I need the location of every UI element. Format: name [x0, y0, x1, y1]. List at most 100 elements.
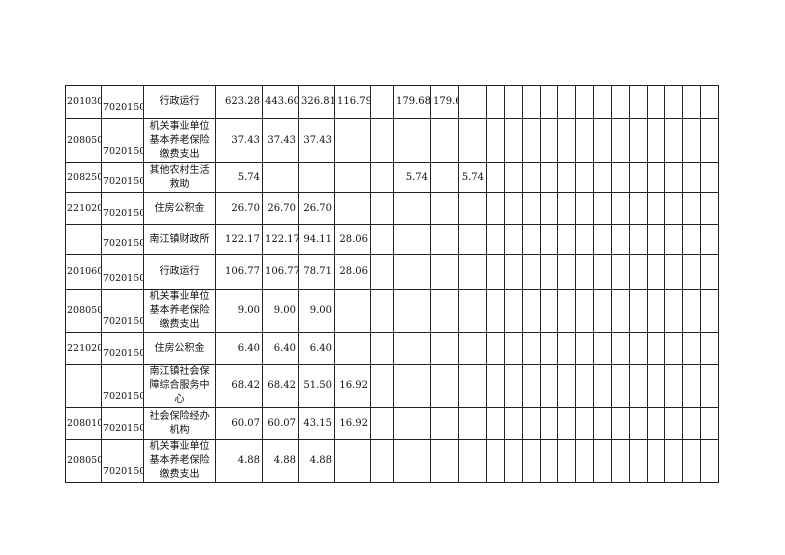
amount-cell [503, 224, 523, 255]
amount-cell [646, 162, 666, 193]
amount-cell: 28.06 [334, 224, 371, 255]
amount-cell [521, 254, 541, 290]
amount-cell [539, 162, 559, 193]
amount-cell [682, 254, 702, 290]
amount-cell [593, 254, 612, 290]
amount-cell [539, 439, 559, 483]
amount-cell [682, 224, 702, 255]
amount-cell [430, 332, 459, 365]
unit-code: 702015002 [101, 332, 144, 365]
table-row: 2210201702015002住房公积金6.406.406.40 [65, 332, 719, 365]
item-name: 机关事业单位基本养老保险缴费支出 [143, 289, 216, 333]
amount-cell [430, 192, 459, 225]
amount-cell [370, 85, 394, 119]
item-name: 住房公积金 [143, 332, 216, 365]
amount-cell [664, 192, 684, 225]
amount-cell [682, 192, 702, 225]
amount-cell [557, 364, 577, 408]
table-row: 702015003南江镇社会保障综合服务中心68.4268.4251.5016.… [65, 364, 719, 408]
amount-cell [458, 439, 487, 483]
amount-cell [700, 364, 719, 408]
amount-cell [393, 224, 431, 255]
amount-cell [575, 85, 595, 119]
amount-cell [298, 162, 335, 193]
amount-cell: 106.77 [215, 254, 263, 290]
amount-cell [393, 254, 431, 290]
amount-cell: 5.74 [393, 162, 431, 193]
subject-code: 2080109 [65, 407, 102, 440]
amount-cell [458, 254, 487, 290]
amount-cell: 60.07 [215, 407, 263, 440]
amount-cell: 4.88 [262, 439, 299, 483]
amount-cell [393, 192, 431, 225]
amount-cell [593, 332, 612, 365]
amount-cell [486, 439, 505, 483]
amount-cell [458, 364, 487, 408]
amount-cell [610, 332, 630, 365]
subject-code: 2080505 [65, 289, 102, 333]
amount-cell [430, 364, 459, 408]
amount-cell: 26.70 [298, 192, 335, 225]
amount-cell [486, 289, 505, 333]
amount-cell [664, 224, 684, 255]
amount-cell [557, 254, 577, 290]
amount-cell [593, 407, 612, 440]
subject-code: 2080505 [65, 439, 102, 483]
amount-cell [575, 439, 595, 483]
amount-cell [503, 254, 523, 290]
amount-cell [370, 439, 394, 483]
amount-cell [628, 289, 648, 333]
amount-cell [628, 85, 648, 119]
amount-cell [682, 407, 702, 440]
amount-cell [646, 439, 666, 483]
amount-cell [610, 118, 630, 163]
amount-cell [664, 254, 684, 290]
amount-cell [593, 224, 612, 255]
amount-cell [682, 332, 702, 365]
amount-cell [393, 439, 431, 483]
amount-cell [646, 118, 666, 163]
subject-code: 2010601 [65, 254, 102, 290]
amount-cell [628, 162, 648, 193]
amount-cell [393, 289, 431, 333]
amount-cell [370, 289, 394, 333]
amount-cell [539, 289, 559, 333]
amount-cell [646, 224, 666, 255]
amount-cell [334, 192, 371, 225]
amount-cell [646, 254, 666, 290]
unit-code: 702015002 [101, 289, 144, 333]
amount-cell [334, 289, 371, 333]
amount-cell [458, 332, 487, 365]
amount-cell [539, 254, 559, 290]
amount-cell [700, 118, 719, 163]
amount-cell [503, 192, 523, 225]
amount-cell [575, 192, 595, 225]
amount-cell [646, 289, 666, 333]
amount-cell [593, 439, 612, 483]
amount-cell [503, 439, 523, 483]
amount-cell [486, 407, 505, 440]
amount-cell: 106.77 [262, 254, 299, 290]
amount-cell [610, 439, 630, 483]
amount-cell: 623.28 [215, 85, 263, 119]
amount-cell [610, 224, 630, 255]
amount-cell [664, 162, 684, 193]
amount-cell [486, 332, 505, 365]
amount-cell: 9.00 [298, 289, 335, 333]
amount-cell [628, 439, 648, 483]
amount-cell [628, 254, 648, 290]
amount-cell [503, 289, 523, 333]
amount-cell [628, 224, 648, 255]
amount-cell [682, 118, 702, 163]
amount-cell [521, 332, 541, 365]
amount-cell [521, 439, 541, 483]
amount-cell [700, 254, 719, 290]
subject-code: 2210201 [65, 192, 102, 225]
amount-cell [682, 162, 702, 193]
amount-cell [575, 407, 595, 440]
amount-cell [646, 407, 666, 440]
amount-cell [646, 332, 666, 365]
amount-cell [539, 407, 559, 440]
amount-cell [610, 407, 630, 440]
